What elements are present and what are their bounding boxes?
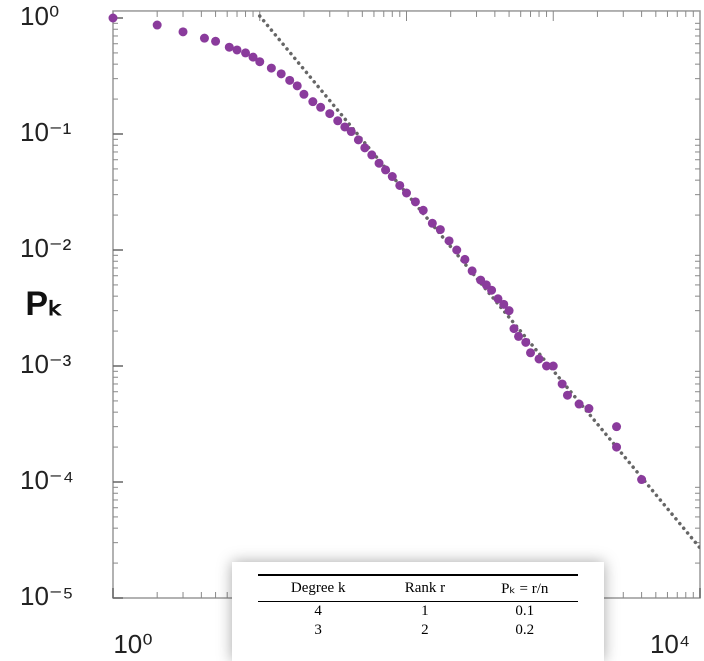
point [340,122,350,132]
point [493,294,503,304]
y-tick-label: 10⁻³ [20,349,72,379]
point [557,379,567,389]
table-cell: 0.1 [515,603,535,619]
point [637,475,647,485]
header-cell: Pₖ = r/n [471,574,578,602]
x-tick-label: 10⁰ [113,629,152,659]
point [232,45,242,55]
point [427,218,437,228]
header-row: Degree k Rank r Pₖ = r/n [258,574,578,602]
point [224,42,234,52]
point [387,172,397,182]
point [108,13,118,23]
point [410,197,420,207]
point [325,109,335,119]
table-cell: 0.2 [515,622,535,638]
point [402,188,411,198]
header-cell: Degree k [258,574,379,602]
y-tick-label: 10⁻¹ [20,117,72,147]
point [255,57,265,67]
point [452,245,462,255]
table: Degree k Rank r Pₖ = r/n 4 1 0.1 3 2 0.2 [258,574,578,640]
point [211,36,221,46]
point [199,33,209,43]
point [316,102,326,112]
point [504,306,514,316]
point [521,337,531,347]
point [612,422,622,432]
point [534,354,544,364]
fit-line [258,14,700,550]
point [374,158,384,168]
point [152,20,162,30]
point [612,442,622,452]
point [346,127,356,137]
table-body: 4 1 0.1 3 2 0.2 [258,602,578,641]
table-cell: 1 [421,603,429,619]
point [574,399,584,409]
table-cell: 2 [421,622,429,638]
table-row: 4 1 0.1 [258,602,578,622]
y-tick-label: 10⁻⁵ [20,581,73,611]
point [248,52,258,62]
point [435,225,445,235]
point [548,361,558,371]
header-cell: Rank r [378,574,472,602]
point [509,324,519,334]
plot-frame [112,10,701,599]
table-cell: 4 [314,603,322,619]
point [460,254,470,264]
point [353,135,363,145]
y-tick-label: 10⁻² [20,233,72,263]
point [299,89,309,99]
point [526,348,536,358]
y-tick-label: 10⁻⁴ [20,465,74,495]
point [178,27,188,37]
point [308,97,318,107]
y-tick-label: 10⁰ [20,1,59,31]
point [584,404,594,414]
x-tick-label: 10⁴ [650,629,690,659]
point [395,180,405,190]
point [418,205,428,215]
point [333,116,343,126]
point [467,266,477,276]
point [487,285,497,295]
point [444,236,454,246]
point [499,299,509,309]
y-axis-label: Pₖ [25,285,62,323]
point [562,390,572,400]
table-cell: 3 [314,622,322,638]
point [381,165,391,175]
point [292,81,302,91]
point [241,48,251,58]
point [285,75,295,85]
inset-table: Degree k Rank r Pₖ = r/n 4 1 0.1 3 2 0.2 [232,562,604,661]
point [276,69,286,79]
point [266,63,276,73]
table-row: 3 2 0.2 [258,621,578,640]
point [367,150,377,160]
point [360,143,370,153]
point [542,361,552,371]
point [514,331,524,341]
